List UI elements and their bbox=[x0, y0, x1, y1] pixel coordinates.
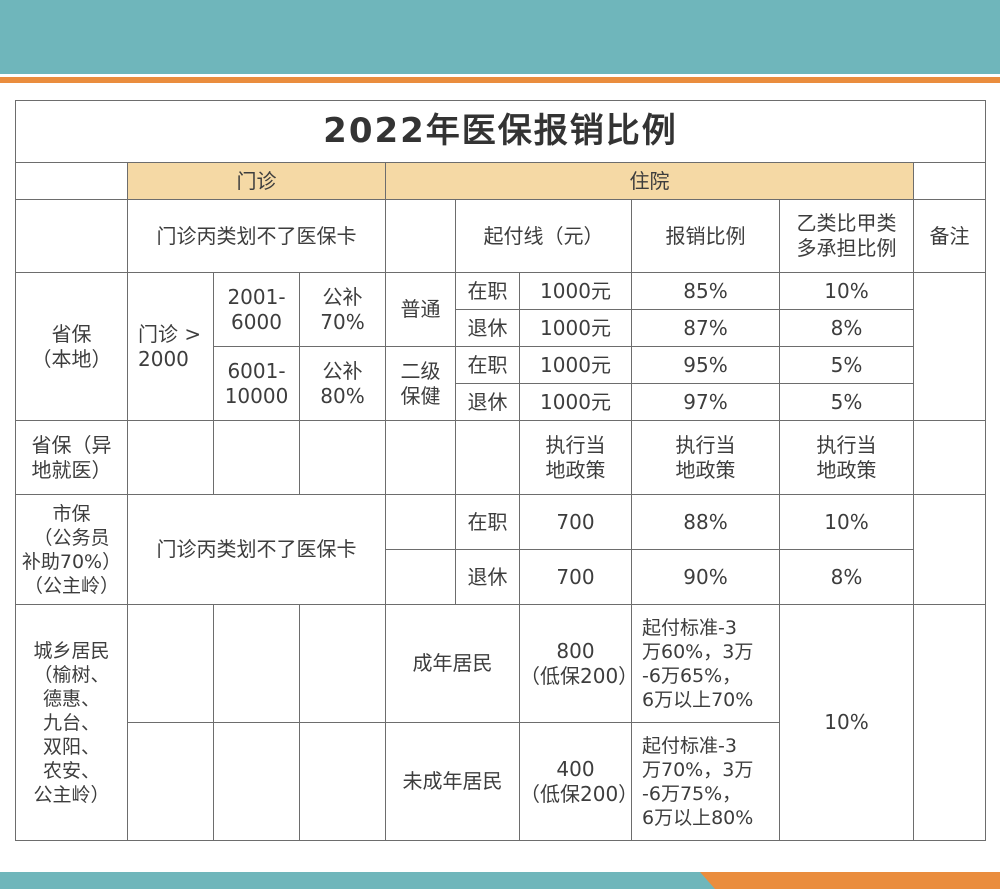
residents-label: 城乡居民 （榆树、 德惠、 九台、 双阳、 农安、 公主岭） bbox=[15, 604, 128, 841]
empty-cell bbox=[299, 604, 386, 723]
extra-cell: 10% bbox=[779, 272, 914, 310]
empty-cell bbox=[213, 604, 300, 723]
empty-cell bbox=[385, 420, 456, 495]
deductible-cell: 1000元 bbox=[519, 346, 632, 384]
deductible-cell: 1000元 bbox=[519, 309, 632, 347]
status-cell: 在职 bbox=[455, 272, 520, 310]
remarks-cell bbox=[913, 494, 986, 605]
group-label: 成年居民 bbox=[385, 604, 520, 723]
header-outpatient: 门诊 bbox=[127, 162, 386, 200]
bottom-accent bbox=[700, 872, 1000, 889]
remarks-cell bbox=[913, 420, 986, 495]
empty-cell bbox=[127, 420, 214, 495]
subheader-blank bbox=[15, 199, 128, 273]
outpatient-threshold: 门诊 > 2000 bbox=[127, 272, 214, 421]
city-outpatient-note: 门诊丙类划不了医保卡 bbox=[127, 494, 386, 605]
band-range: 2001- 6000 bbox=[213, 272, 300, 347]
band-range: 6001- 10000 bbox=[213, 346, 300, 421]
status-cell: 退休 bbox=[455, 383, 520, 421]
ratio-cell: 85% bbox=[631, 272, 780, 310]
deductible-cell: 700 bbox=[519, 494, 632, 550]
extra-cell: 5% bbox=[779, 346, 914, 384]
empty-cell bbox=[385, 494, 456, 550]
remarks-cell bbox=[913, 272, 986, 421]
outpatient-note: 门诊丙类划不了医保卡 bbox=[127, 199, 386, 273]
ratio-cell: 起付标准-3 万60%，3万 -6万65%， 6万以上70% bbox=[631, 604, 780, 723]
band-subsidy: 公补 80% bbox=[299, 346, 386, 421]
deductible-cell: 400 （低保200） bbox=[519, 722, 638, 841]
status-cell: 在职 bbox=[455, 494, 520, 550]
extra-cell: 5% bbox=[779, 383, 914, 421]
status-cell: 退休 bbox=[455, 549, 520, 605]
ratio-cell: 88% bbox=[631, 494, 780, 550]
top-accent-stripe bbox=[0, 77, 1000, 83]
empty-cell bbox=[127, 604, 214, 723]
reimbursement-table: 2022年医保报销比例 门诊 住院 门诊丙类划不了医保卡 起付线（元） 报销比例… bbox=[15, 100, 986, 841]
ratio-cell: 起付标准-3 万70%，3万 -6万75%， 6万以上80% bbox=[631, 722, 780, 841]
header-ratio: 报销比例 bbox=[631, 199, 780, 273]
group-label: 二级 保健 bbox=[385, 346, 456, 421]
header-remarks: 备注 bbox=[913, 199, 986, 273]
extra-cell: 8% bbox=[779, 549, 914, 605]
top-banner bbox=[0, 0, 1000, 74]
remarks-cell bbox=[913, 604, 986, 841]
empty-cell bbox=[127, 722, 214, 841]
table-title: 2022年医保报销比例 bbox=[15, 100, 986, 163]
status-cell: 退休 bbox=[455, 309, 520, 347]
extra-cell: 8% bbox=[779, 309, 914, 347]
empty-cell bbox=[385, 549, 456, 605]
empty-cell bbox=[213, 722, 300, 841]
deductible-cell: 1000元 bbox=[519, 383, 632, 421]
group-label: 未成年居民 bbox=[385, 722, 520, 841]
provincial-local-label: 省保 （本地） bbox=[15, 272, 128, 421]
ratio-cell: 97% bbox=[631, 383, 780, 421]
provincial-remote-label: 省保（异 地就医） bbox=[15, 420, 128, 495]
header-blank bbox=[15, 162, 128, 200]
group-label: 普通 bbox=[385, 272, 456, 347]
ratio-cell: 87% bbox=[631, 309, 780, 347]
extra-cell: 10% bbox=[779, 494, 914, 550]
empty-cell bbox=[299, 420, 386, 495]
deductible-cell: 1000元 bbox=[519, 272, 632, 310]
empty-cell bbox=[299, 722, 386, 841]
header-class-b-extra: 乙类比甲类 多承担比例 bbox=[779, 199, 914, 273]
deductible-cell: 700 bbox=[519, 549, 632, 605]
ratio-cell: 执行当 地政策 bbox=[631, 420, 780, 495]
empty-cell bbox=[455, 420, 520, 495]
city-label: 市保 （公务员 补助70%） （公主岭） bbox=[15, 494, 128, 605]
ratio-cell: 95% bbox=[631, 346, 780, 384]
deductible-cell: 执行当 地政策 bbox=[519, 420, 632, 495]
deductible-cell: 800 （低保200） bbox=[519, 604, 638, 723]
extra-cell: 执行当 地政策 bbox=[779, 420, 914, 495]
status-cell: 在职 bbox=[455, 346, 520, 384]
band-subsidy: 公补 70% bbox=[299, 272, 386, 347]
subheader-blank bbox=[385, 199, 456, 273]
empty-cell bbox=[213, 420, 300, 495]
header-inpatient: 住院 bbox=[385, 162, 914, 200]
header-blank bbox=[913, 162, 986, 200]
extra-cell: 10% bbox=[779, 604, 914, 841]
header-deductible: 起付线（元） bbox=[455, 199, 632, 273]
ratio-cell: 90% bbox=[631, 549, 780, 605]
